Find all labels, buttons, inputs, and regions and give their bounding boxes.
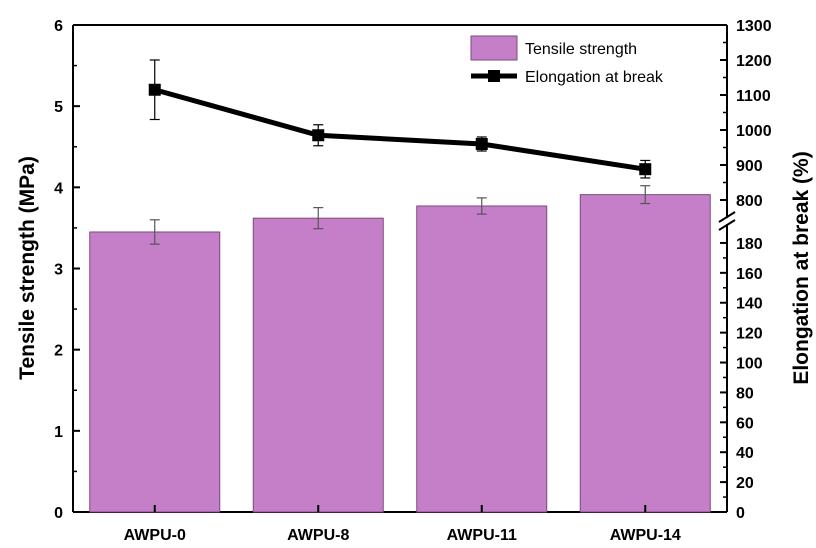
legend-label-tensile: Tensile strength [525,41,637,58]
y2-tick-label: 100 [736,356,763,373]
y-axis-title: Tensile strength (MPa) [16,156,39,380]
elongation-point [148,83,161,96]
y-tick-label: 4 [54,180,63,197]
y2-tick-label: 20 [736,475,754,492]
legend: Tensile strength Elongation at break [470,35,664,86]
y-tick-label: 2 [54,343,63,360]
x-tick-label: AWPU-11 [447,527,517,544]
x-tick-label: AWPU-8 [287,527,349,544]
y2-axis-title: Elongation at break (%) [790,151,813,384]
y-tick-label: 5 [54,99,63,116]
legend-label-elongation: Elongation at break [525,69,664,86]
elongation-line [154,87,646,172]
bars-layer [89,185,711,513]
y2-tick-label: 800 [736,193,763,210]
y-tick-label: 3 [54,262,63,279]
y2-tick-label: 180 [736,236,763,253]
elongation-line-layer [148,59,652,179]
y2-tick-label: 1000 [736,123,772,140]
y2-tick-label: 900 [736,158,763,175]
tensile-bar [579,194,711,513]
y2-tick-label: 160 [736,266,763,283]
elongation-point [312,129,325,142]
y2-tick-label: 80 [736,385,754,402]
axis-break-mark [718,219,736,231]
y2-tick-label: 1300 [736,18,772,35]
left-axis: 0 1 2 3 4 5 6 [54,18,80,522]
elongation-point [639,163,652,176]
y-tick-label: 0 [54,505,63,522]
right-axis: 0 20 40 60 80 100 120 140 160 180 800 900 1000 1100 12… [720,18,772,522]
x-axis: AWPU-0 AWPU-8 AWPU-11 AWPU-14 [124,505,681,544]
tensile-bar [89,231,221,513]
y2-tick-label: 120 [736,326,763,343]
y2-tick-label: 1100 [736,88,771,105]
y2-tick-label: 1200 [736,53,772,70]
y2-tick-label: 40 [736,445,754,462]
x-tick-label: AWPU-14 [610,527,681,544]
legend-swatch-tensile [470,35,518,61]
x-tick-label: AWPU-0 [124,527,186,544]
axis-break-mark [718,211,736,223]
tensile-bar [416,205,548,513]
y-tick-label: 6 [54,18,63,35]
y2-tick-label: 140 [736,296,763,313]
y-tick-label: 1 [54,424,63,441]
y2-tick-label: 60 [736,415,754,432]
elongation-point [475,138,488,150]
tensile-bar [252,217,384,513]
legend-swatch-elongation-point [488,70,500,82]
y2-tick-label: 0 [736,505,745,522]
